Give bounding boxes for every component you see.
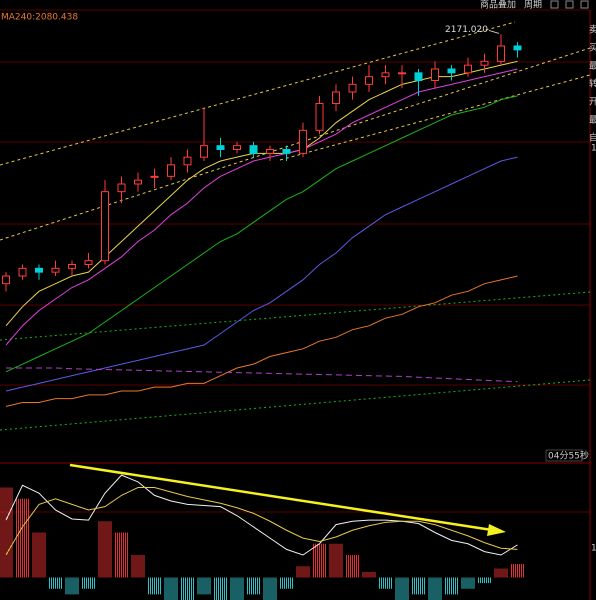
candle-body bbox=[365, 76, 373, 85]
candle-body bbox=[381, 72, 390, 78]
annotation-pointer bbox=[488, 29, 500, 34]
candle-body bbox=[398, 72, 406, 75]
ma-line bbox=[5, 474, 518, 556]
candle-body bbox=[117, 183, 126, 193]
candle-body bbox=[51, 267, 60, 273]
candle-body bbox=[299, 129, 307, 154]
side-panel-label: 最 bbox=[589, 115, 596, 126]
candle-body bbox=[84, 260, 93, 265]
side-mark: 1 bbox=[591, 144, 596, 154]
side-panel-label: 卖 bbox=[589, 25, 596, 36]
annotation-arrow bbox=[69, 463, 493, 532]
annotation-arrowhead bbox=[487, 524, 506, 536]
ma-legend: MA240:2080.438 bbox=[1, 13, 78, 23]
side-panel-label: 转 bbox=[589, 78, 596, 90]
candle-body bbox=[513, 45, 522, 51]
window-button[interactable] bbox=[565, 0, 574, 9]
candle-body bbox=[348, 83, 357, 93]
candle-body bbox=[35, 267, 43, 273]
candle-body bbox=[266, 149, 274, 154]
countdown: 04分55秒 bbox=[548, 450, 589, 462]
period-button[interactable]: 周期 bbox=[524, 0, 542, 11]
ma-line bbox=[5, 275, 518, 407]
candle-body bbox=[447, 68, 456, 74]
ma-line bbox=[5, 487, 518, 556]
candle-body bbox=[431, 68, 439, 81]
window-button[interactable] bbox=[580, 0, 589, 9]
candle-body bbox=[282, 149, 291, 154]
trend-line bbox=[0, 291, 591, 341]
countdown-box bbox=[545, 449, 583, 462]
candle-body bbox=[414, 72, 423, 82]
ma-line bbox=[5, 68, 518, 346]
candle-body bbox=[68, 264, 76, 269]
side-panel-label: 最 bbox=[589, 61, 596, 72]
window-button[interactable] bbox=[550, 0, 559, 9]
trend-line bbox=[0, 47, 591, 241]
annotation: 2171.020 bbox=[445, 25, 488, 35]
candle-body bbox=[233, 145, 241, 151]
candle-body bbox=[249, 145, 258, 154]
side-panel-label: 买 bbox=[589, 43, 596, 54]
candle-body bbox=[150, 175, 159, 178]
ma-line bbox=[5, 95, 518, 373]
candle-body bbox=[497, 45, 505, 62]
candle-body bbox=[216, 145, 225, 151]
candle-body bbox=[2, 275, 10, 285]
candle-body bbox=[480, 60, 489, 66]
candle-body bbox=[101, 191, 109, 262]
side-panel-label: 自 bbox=[589, 132, 596, 144]
candle-body bbox=[315, 103, 324, 131]
ma-line bbox=[5, 156, 518, 392]
candle-body bbox=[18, 267, 27, 277]
candle-body bbox=[183, 156, 192, 166]
candle-body bbox=[200, 145, 208, 158]
candle-body bbox=[167, 164, 175, 177]
candle-body bbox=[134, 179, 142, 185]
candle-body bbox=[332, 91, 340, 104]
trend-line bbox=[0, 21, 516, 166]
trend-line bbox=[0, 379, 591, 431]
candle-body bbox=[464, 64, 472, 74]
overlay-button[interactable]: 商品叠加 bbox=[480, 0, 516, 11]
side-mark: 1 bbox=[591, 544, 596, 554]
side-panel-label: 开 bbox=[589, 97, 596, 108]
ma-line bbox=[6, 367, 518, 383]
